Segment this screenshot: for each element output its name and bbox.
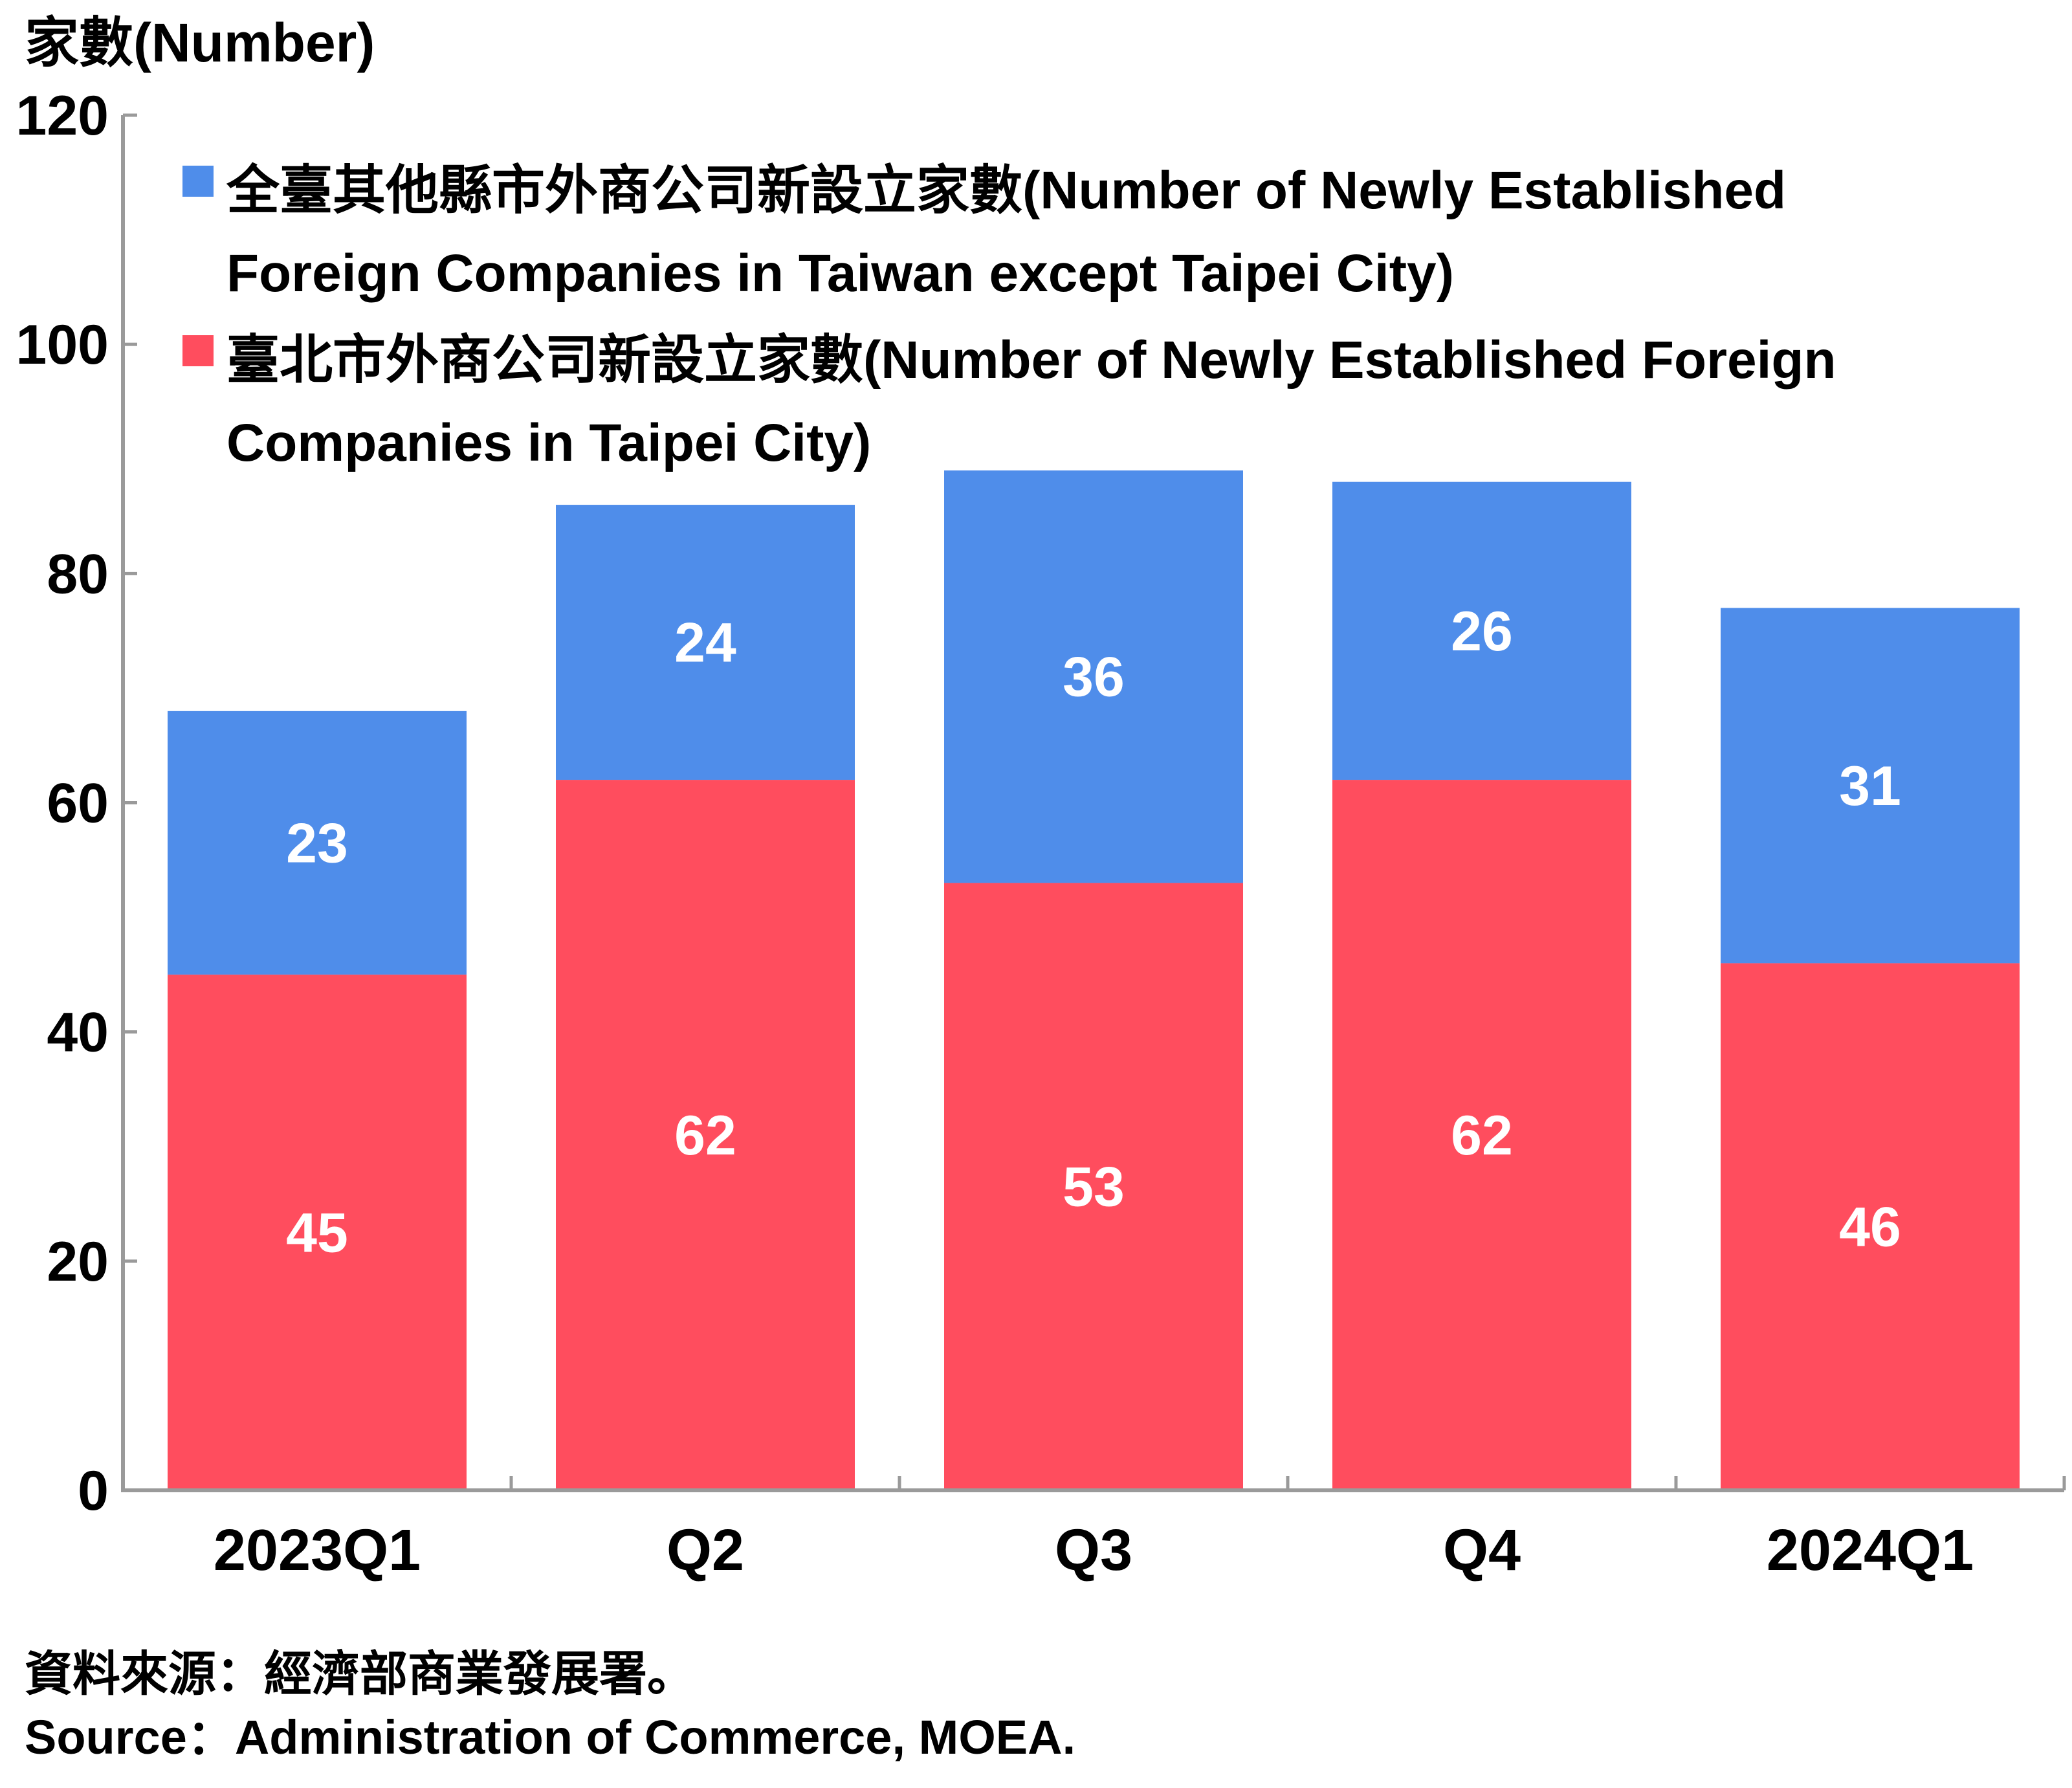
y-tick-label-80: 80: [47, 543, 109, 605]
legend-label-series1-line2: Companies in Taipei City): [226, 414, 871, 472]
x-tick-label-2023Q1: 2023Q1: [214, 1518, 421, 1583]
x-tick-label-2024Q1: 2024Q1: [1767, 1518, 1974, 1583]
bar-data-labels: 45 62 53 62 46 23 24 36 26 31: [286, 601, 1901, 1264]
y-tick-label-0: 0: [78, 1460, 109, 1522]
x-tick-label-Q3: Q3: [1055, 1518, 1132, 1583]
x-tick-label-Q4: Q4: [1443, 1518, 1521, 1583]
bar-series1-Q2: [556, 780, 855, 1490]
data-label-series1-Q2: 62: [674, 1105, 736, 1167]
legend-swatch-series2: [182, 166, 214, 197]
x-tick-label-Q2: Q2: [667, 1518, 744, 1583]
data-label-series2-Q2: 24: [674, 612, 736, 674]
axes: 0 20 40 60 80 100 120 2023Q1 Q2 Q3 Q4 2024Q1: [16, 85, 2066, 1583]
legend-swatch-series1: [182, 335, 214, 366]
legend: 全臺其他縣市外商公司新設立家數(Number of Newly Establis…: [182, 161, 1836, 472]
legend-label-series2-line1: 全臺其他縣市外商公司新設立家數(Number of Newly Establis…: [226, 161, 1786, 220]
bar-series1-Q3: [944, 883, 1243, 1490]
bars-group: [168, 470, 2020, 1490]
x-axis-ticks: 2023Q1 Q2 Q3 Q4 2024Q1: [121, 1476, 2066, 1583]
y-axis-unit-label: 家數(Number): [25, 12, 375, 73]
bar-series2-2024Q1: [1721, 608, 2020, 964]
data-label-series1-Q3: 53: [1063, 1156, 1125, 1219]
source-note-en: Source：Administration of Commerce, MOEA.: [25, 1710, 1075, 1764]
bar-series2-Q2: [556, 505, 855, 780]
legend-label-series2-line2: Foreign Companies in Taiwan except Taipe…: [226, 244, 1454, 303]
y-tick-label-20: 20: [47, 1231, 109, 1293]
bar-series1-Q4: [1332, 780, 1631, 1490]
data-label-series2-Q4: 26: [1451, 601, 1513, 663]
source-note-zh: 資料來源：經濟部商業發展署。: [25, 1647, 695, 1701]
data-label-series2-2024Q1: 31: [1839, 755, 1901, 817]
y-axis-ticks: 0 20 40 60 80 100 120: [16, 85, 137, 1522]
y-tick-label-40: 40: [47, 1002, 109, 1064]
data-label-series1-Q4: 62: [1451, 1105, 1513, 1167]
bar-series2-Q3: [944, 470, 1243, 883]
y-tick-label-120: 120: [16, 85, 109, 147]
data-label-series2-Q3: 36: [1063, 646, 1125, 709]
bar-series2-Q4: [1332, 481, 1631, 780]
bar-series1-2023Q1: [168, 975, 467, 1490]
data-label-series1-2023Q1: 45: [286, 1202, 348, 1264]
y-tick-label-60: 60: [47, 773, 109, 835]
data-label-series1-2024Q1: 46: [1839, 1197, 1901, 1259]
y-tick-label-100: 100: [16, 314, 109, 376]
data-label-series2-2023Q1: 23: [286, 812, 348, 874]
bar-series1-2024Q1: [1721, 963, 2020, 1490]
bar-series2-2023Q1: [168, 711, 467, 975]
legend-label-series1-line1: 臺北市外商公司新設立家數(Number of Newly Established…: [226, 331, 1836, 390]
